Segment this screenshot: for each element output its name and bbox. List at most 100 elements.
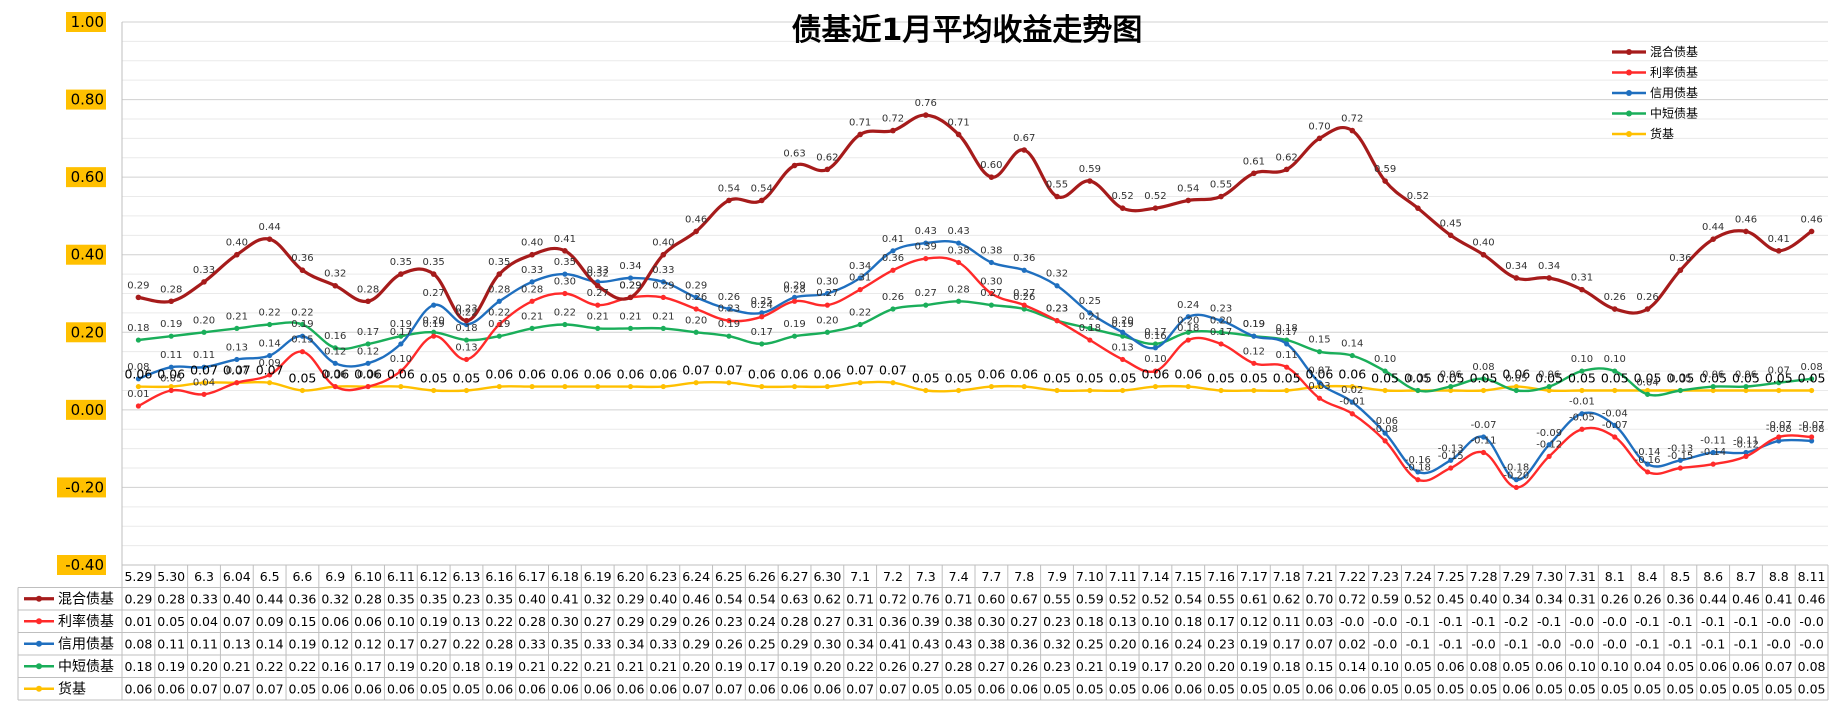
data-label: 0.20 xyxy=(816,315,838,326)
data-label: 0.29 xyxy=(652,280,674,291)
table-cell: 0.05 xyxy=(1666,659,1694,674)
series-line xyxy=(138,380,1812,393)
table-cell: 0.06 xyxy=(1010,682,1038,697)
table-cell: 0.41 xyxy=(551,592,579,607)
data-label: 0.22 xyxy=(554,308,576,319)
table-cell: -0.2 xyxy=(1504,614,1528,629)
table-cell: 0.05 xyxy=(945,682,973,697)
table-cell: 0.14 xyxy=(256,637,284,652)
data-label: 0.35 xyxy=(423,257,445,268)
table-row-header: 混合债基 xyxy=(58,591,114,608)
data-label: -0.08 xyxy=(1372,424,1398,435)
data-point xyxy=(201,364,207,370)
table-cell: 0.35 xyxy=(551,637,579,652)
table-cell: 0.40 xyxy=(223,592,251,607)
data-point xyxy=(529,279,535,285)
data-label: -0.18 xyxy=(1503,463,1529,474)
data-label: 0.55 xyxy=(1210,180,1232,191)
x-tick-label: 6.27 xyxy=(781,569,809,584)
table-row-header: 信用债基 xyxy=(58,636,114,653)
data-point xyxy=(1087,325,1093,332)
data-label: 0.25 xyxy=(751,296,773,307)
table-legend-marker xyxy=(36,595,42,602)
data-point xyxy=(923,387,929,394)
table-legend-marker xyxy=(36,685,42,692)
data-point xyxy=(1448,457,1454,463)
table-cell: 0.34 xyxy=(846,637,874,652)
data-label: 0.10 xyxy=(1374,354,1396,365)
table-cell: 0.06 xyxy=(1699,659,1727,674)
data-point xyxy=(299,333,306,339)
table-cell: 0.24 xyxy=(748,614,776,629)
data-point xyxy=(1185,314,1191,320)
data-label: 0.08 xyxy=(127,362,149,373)
data-point xyxy=(1677,387,1683,394)
data-label: 0.19 xyxy=(291,319,313,330)
data-label: 0.05 xyxy=(1109,370,1137,385)
table-cell: 0.23 xyxy=(1043,659,1071,674)
x-tick-label: 7.29 xyxy=(1502,569,1530,584)
table-cell: 0.27 xyxy=(813,614,841,629)
data-point xyxy=(824,290,830,297)
data-point xyxy=(660,383,666,390)
table-cell: 0.17 xyxy=(387,637,415,652)
data-label: 0.18 xyxy=(1177,323,1199,334)
data-label: 0.06 xyxy=(485,367,513,382)
data-label: 0.05 xyxy=(1404,370,1432,385)
table-cell: 0.06 xyxy=(584,682,612,697)
table-cell: 0.06 xyxy=(1535,659,1563,674)
table-cell: 0.21 xyxy=(617,659,645,674)
data-label: -0.08 xyxy=(1766,424,1792,435)
data-label: -0.08 xyxy=(1799,424,1825,435)
data-point xyxy=(1251,360,1257,366)
data-point xyxy=(1316,135,1323,142)
data-label: -0.16 xyxy=(1635,455,1661,466)
data-point xyxy=(201,380,207,386)
data-label: 0.62 xyxy=(1276,152,1298,163)
data-point xyxy=(1448,465,1454,471)
data-point xyxy=(1776,434,1782,440)
legend-marker xyxy=(1626,90,1632,96)
data-point xyxy=(1415,387,1421,394)
data-point xyxy=(1776,380,1782,386)
table-cell: 0.05 xyxy=(1535,682,1563,697)
data-label: 0.35 xyxy=(390,257,412,268)
data-point xyxy=(1185,329,1191,335)
table-cell: 0.01 xyxy=(124,614,152,629)
data-point xyxy=(463,356,470,363)
data-label: 0.29 xyxy=(619,280,641,291)
table-cell: 0.60 xyxy=(977,592,1005,607)
data-label: 0.21 xyxy=(1079,311,1101,322)
data-label: 0.12 xyxy=(1243,346,1265,357)
table-cell: 0.20 xyxy=(420,659,448,674)
data-point xyxy=(791,383,798,390)
table-cell: 0.14 xyxy=(1338,659,1366,674)
data-label: 0.16 xyxy=(324,331,346,342)
data-label: 0.19 xyxy=(160,319,182,330)
table-cell: 0.36 xyxy=(879,614,907,629)
data-point xyxy=(1710,236,1716,242)
table-cell: 0.19 xyxy=(715,659,743,674)
data-point xyxy=(955,259,962,266)
table-cell: 0.17 xyxy=(748,659,776,674)
x-tick-label: 6.19 xyxy=(584,569,612,584)
data-label: 0.11 xyxy=(193,350,215,361)
data-point xyxy=(1447,232,1454,239)
table-cell: 0.06 xyxy=(748,682,776,697)
table-cell: 0.19 xyxy=(387,659,415,674)
table-cell: 0.06 xyxy=(617,682,645,697)
table-cell: 0.08 xyxy=(1798,659,1826,674)
x-tick-label: 7.1 xyxy=(850,569,870,584)
data-label: 0.12 xyxy=(357,346,379,357)
x-tick-label: 7.17 xyxy=(1240,569,1268,584)
table-cell: -0.1 xyxy=(1504,637,1528,652)
table-cell: 0.52 xyxy=(1142,592,1170,607)
x-tick-label: 7.25 xyxy=(1437,569,1465,584)
data-label: 0.19 xyxy=(488,319,510,330)
table-cell: 0.52 xyxy=(1109,592,1137,607)
data-label: 0.24 xyxy=(751,300,773,311)
data-label: 0.23 xyxy=(718,304,740,315)
table-cell: 0.28 xyxy=(354,592,382,607)
table-cell: 0.05 xyxy=(1371,682,1399,697)
table-cell: -0.0 xyxy=(1373,614,1397,629)
